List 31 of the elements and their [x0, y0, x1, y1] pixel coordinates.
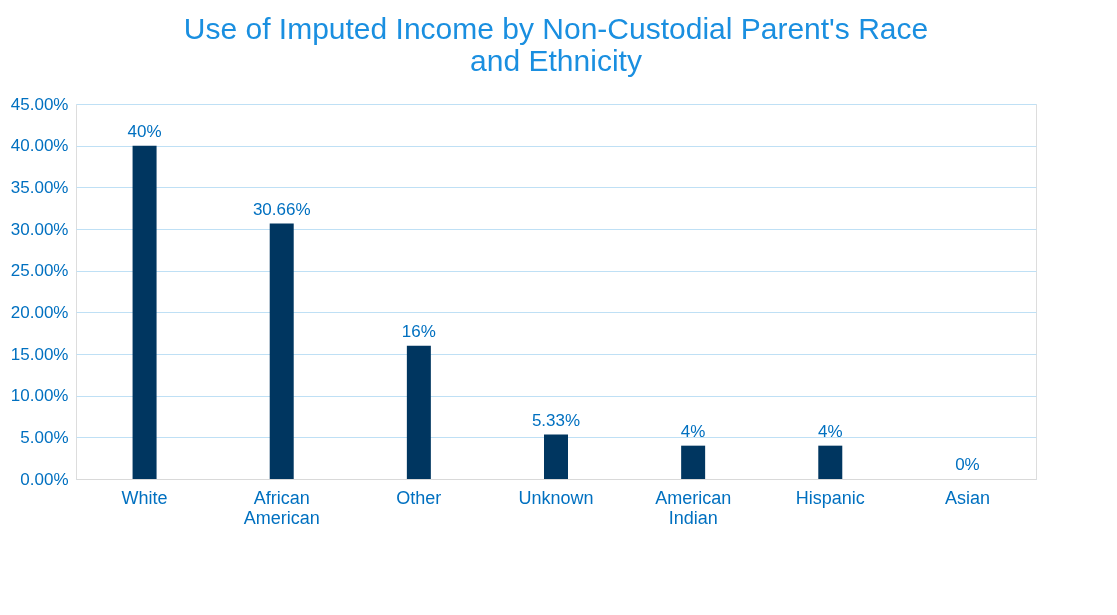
data-label: 0%	[955, 455, 980, 474]
bar	[681, 445, 706, 479]
data-label: 5.33%	[531, 410, 581, 430]
y-tick-label: 45.00%	[10, 94, 69, 114]
data-label: 4%	[680, 421, 706, 441]
y-tick-label: 25.00%	[10, 261, 69, 281]
x-tick-label: Unknown	[518, 487, 594, 508]
y-tick-label: 0.00%	[20, 469, 69, 489]
bar	[544, 434, 568, 479]
x-tick-label: Asian	[944, 487, 990, 508]
chart-title: Use of Imputed Income by Non-Custodial Parent's Race and Ethnicity	[183, 12, 929, 77]
bar	[269, 223, 294, 479]
data-label: 16%	[401, 321, 436, 341]
y-tick-label: 35.00%	[10, 177, 69, 197]
x-tick-label: White	[121, 487, 168, 508]
y-tick-label: 15.00%	[10, 344, 69, 364]
y-tick-label: 5.00%	[20, 427, 69, 447]
x-tick-label: African American	[243, 487, 320, 528]
x-tick-label: Other	[396, 487, 442, 508]
x-tick-label: American Indian	[655, 487, 732, 528]
y-tick-label: 20.00%	[10, 302, 69, 322]
y-tick-label: 30.00%	[10, 219, 69, 239]
bar	[132, 145, 157, 479]
y-tick-label: 40.00%	[10, 136, 69, 156]
y-tick-label: 10.00%	[10, 386, 69, 406]
data-label: 40%	[127, 121, 162, 141]
bar	[818, 445, 843, 479]
data-label: 30.66%	[252, 199, 311, 219]
x-tick-label: Hispanic	[795, 487, 865, 508]
bar	[406, 345, 431, 479]
data-label: 4%	[818, 421, 843, 441]
